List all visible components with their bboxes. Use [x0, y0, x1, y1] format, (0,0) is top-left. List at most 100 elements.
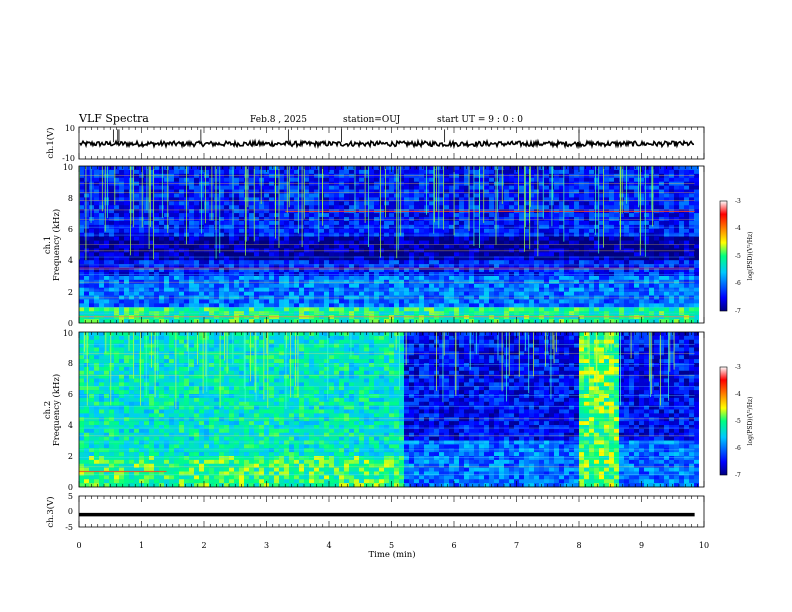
spectrogram-cell — [204, 197, 210, 202]
spectrogram-cell — [499, 319, 505, 324]
spectrogram-cell — [279, 201, 285, 206]
spectrogram-cell — [99, 169, 105, 175]
spectrogram-cell — [184, 252, 190, 257]
spectrogram-cell — [639, 236, 645, 241]
spectrogram-cell — [414, 307, 420, 312]
spectrogram-cell — [134, 205, 140, 210]
spectrogram-cell — [614, 256, 620, 261]
spectrogram-cell — [314, 291, 320, 296]
spectrogram-cell — [524, 315, 530, 320]
spectrogram-cell — [224, 220, 230, 226]
spectrogram-cell — [309, 307, 315, 312]
spectrogram-cell — [174, 319, 180, 324]
spectrogram-cell — [294, 240, 300, 245]
spectrogram-cell — [94, 244, 100, 249]
spectrogram-cell — [479, 260, 485, 265]
spectrogram-cell — [534, 240, 540, 245]
spectrogram-cell — [394, 275, 400, 281]
spectrogram-cell — [579, 319, 585, 324]
spectrogram-cell — [409, 220, 415, 226]
spectrogram-cell — [334, 236, 340, 241]
spectrogram-cell — [169, 189, 175, 194]
spectrogram-cell — [634, 177, 640, 182]
spectrogram-cell — [89, 169, 95, 175]
spectrogram-cell — [349, 166, 355, 171]
spectrogram-cell — [209, 220, 215, 226]
spectrogram-cell — [539, 193, 545, 198]
spectrogram-cell — [479, 228, 485, 234]
spectrogram-cell — [464, 197, 470, 202]
spectrogram-cell — [454, 256, 460, 261]
spectrogram-cell — [189, 193, 195, 198]
spectrogram-cell — [139, 264, 145, 269]
spectrogram-cell — [254, 275, 260, 281]
spectrogram-cell — [474, 213, 480, 218]
spectrogram-cell — [254, 283, 260, 288]
spectrogram-cell — [594, 193, 600, 198]
spectrogram-cell — [524, 201, 530, 206]
spectrogram-cell — [389, 299, 395, 304]
spectrogram-cell — [264, 189, 270, 194]
spectrogram-cell — [84, 307, 90, 312]
spectrogram-cell — [559, 303, 565, 308]
spectrogram-cell — [639, 252, 645, 257]
spectrogram-cell — [594, 268, 600, 273]
spectrogram-cell — [164, 307, 170, 312]
spectrogram-cell — [539, 315, 545, 320]
spectrogram-cell — [654, 173, 660, 179]
spectrogram-cell — [104, 181, 110, 186]
spectrogram-cell — [119, 283, 125, 288]
spectrogram-cell — [429, 201, 435, 206]
spectrogram-cell — [369, 213, 375, 218]
spectrogram-cell — [89, 201, 95, 206]
spectrogram-cell — [249, 252, 255, 257]
spectrogram-cell — [654, 252, 660, 257]
spectrogram-cell — [384, 197, 390, 202]
spectrogram-cell — [159, 205, 165, 210]
spectrogram-cell — [229, 319, 235, 324]
spectrogram-cell — [414, 220, 420, 226]
spectrogram-cell — [459, 260, 465, 265]
spectrogram-cell — [349, 299, 355, 304]
spectrogram-cell — [279, 181, 285, 186]
spectrogram-cell — [559, 228, 565, 234]
spectrogram-cell — [219, 315, 225, 320]
spectrogram-cell — [299, 228, 305, 234]
spectrogram-cell — [624, 315, 630, 320]
spectrogram-cell — [444, 193, 450, 198]
spectrogram-cell — [494, 240, 500, 245]
spectrogram-cell — [649, 252, 655, 257]
spectrogram-cell — [334, 303, 340, 308]
spectrogram-cell — [514, 275, 520, 281]
spectrogram-cell — [559, 252, 565, 257]
spectrogram-cell — [79, 264, 85, 269]
spectrogram-cell — [479, 315, 485, 320]
spectrogram-cell — [349, 303, 355, 308]
spectrogram-cell — [399, 315, 405, 320]
spectrogram-cell — [204, 193, 210, 198]
spectrogram-cell — [394, 291, 400, 296]
spectrogram-cell — [534, 236, 540, 241]
spectrogram-cell — [359, 185, 365, 190]
spectrogram-cell — [514, 189, 520, 194]
spectrogram-cell — [529, 299, 535, 304]
spectrogram-cell — [489, 189, 495, 194]
spectrogram-cell — [249, 275, 255, 281]
spectrogram-cell — [154, 264, 160, 269]
spectrogram-cell — [624, 205, 630, 210]
spectrogram-cell — [359, 268, 365, 273]
spectrogram-cell — [99, 205, 105, 210]
spectrogram-cell — [149, 240, 155, 245]
spectrogram-cell — [244, 213, 250, 218]
spectrogram-cell — [354, 185, 360, 190]
spectrogram-cell — [349, 283, 355, 288]
spectrogram-cell — [334, 197, 340, 202]
spectrogram-cell — [234, 256, 240, 261]
ch1-wave-ticks — [78, 127, 705, 159]
spectrogram-cell — [84, 209, 90, 214]
spectrogram-cell — [464, 299, 470, 304]
spectrogram-cell — [229, 189, 235, 194]
spectrogram-cell — [544, 315, 550, 320]
spectrogram-cell — [209, 283, 215, 288]
spectrogram-cell — [589, 244, 595, 249]
